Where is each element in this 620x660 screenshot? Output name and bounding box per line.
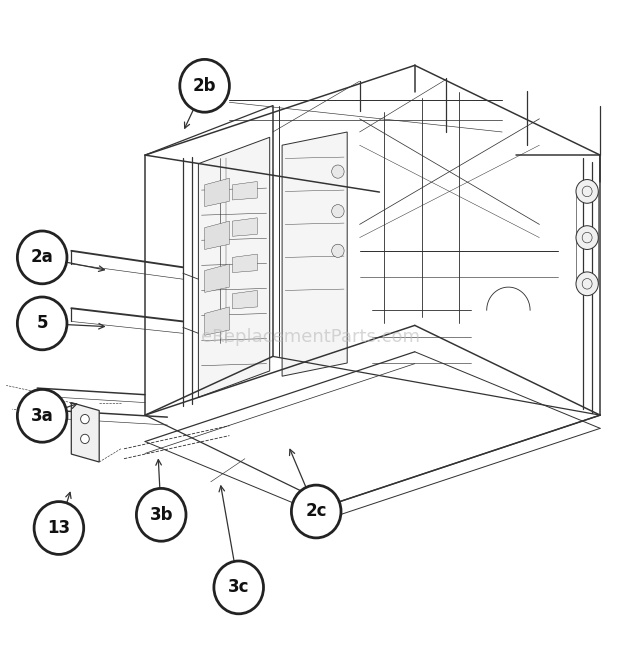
Circle shape <box>136 488 186 541</box>
Text: 2b: 2b <box>193 77 216 95</box>
Polygon shape <box>232 254 257 273</box>
Circle shape <box>576 226 598 249</box>
Polygon shape <box>282 132 347 376</box>
Circle shape <box>214 561 264 614</box>
Polygon shape <box>205 178 229 207</box>
Text: 3c: 3c <box>228 578 249 597</box>
Text: 3b: 3b <box>149 506 173 524</box>
Polygon shape <box>232 218 257 236</box>
Polygon shape <box>205 221 229 249</box>
Circle shape <box>34 502 84 554</box>
Circle shape <box>17 231 67 284</box>
Circle shape <box>291 485 341 538</box>
Polygon shape <box>205 307 229 335</box>
Text: 3a: 3a <box>31 407 53 425</box>
Circle shape <box>17 389 67 442</box>
Circle shape <box>81 434 89 444</box>
Polygon shape <box>71 403 99 462</box>
Circle shape <box>332 165 344 178</box>
Circle shape <box>180 59 229 112</box>
Text: 13: 13 <box>47 519 71 537</box>
Polygon shape <box>198 137 270 397</box>
Circle shape <box>81 414 89 424</box>
Polygon shape <box>232 290 257 309</box>
Circle shape <box>332 205 344 218</box>
Polygon shape <box>205 264 229 292</box>
Circle shape <box>576 272 598 296</box>
Text: eReplacementParts.com: eReplacementParts.com <box>200 327 420 346</box>
Circle shape <box>332 244 344 257</box>
Circle shape <box>17 297 67 350</box>
Text: 2a: 2a <box>31 248 53 267</box>
Circle shape <box>576 180 598 203</box>
Text: 5: 5 <box>37 314 48 333</box>
Polygon shape <box>232 182 257 200</box>
Text: 2c: 2c <box>306 502 327 521</box>
